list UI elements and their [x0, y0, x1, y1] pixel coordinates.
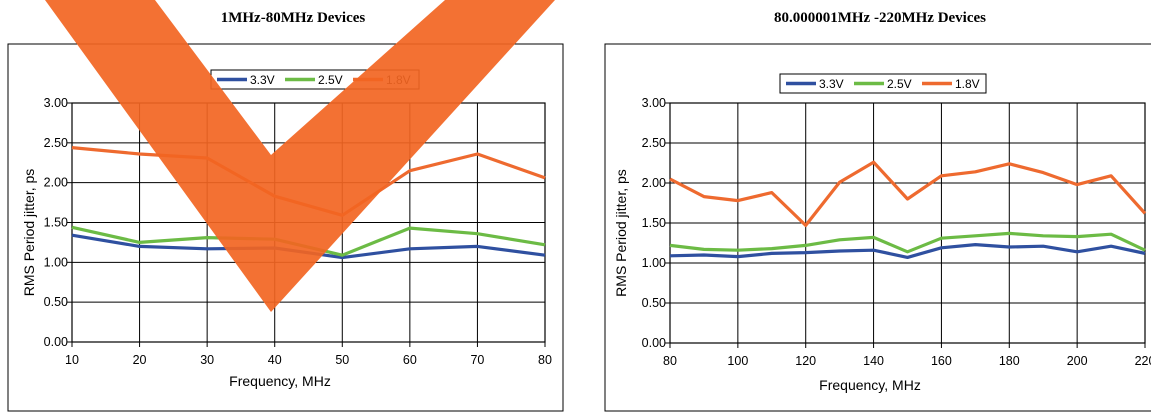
- x-tick-label: 220: [1135, 354, 1151, 368]
- x-tick-label: 80: [538, 353, 552, 367]
- y-tick-label: 1.00: [642, 256, 666, 270]
- chart-2: 0.00 0.50 1.00 1.50 2.00 2.50 3.00 80 100 120 140 1…: [613, 73, 1151, 393]
- x-tick-label: 120: [795, 354, 816, 368]
- x-tick-label: 60: [403, 353, 417, 367]
- y-tick-label: 0.00: [642, 336, 666, 350]
- x-tick-label: 70: [470, 353, 484, 367]
- legend: 3.3V 2.5V 1.8V: [779, 73, 987, 94]
- x-tick-label: 50: [335, 353, 349, 367]
- legend-label: 2.5V: [887, 77, 912, 91]
- y-axis-title: RMS Period jitter, ps: [613, 169, 629, 297]
- y-tick-label: 0.00: [44, 335, 68, 349]
- legend-label: 2.5V: [318, 73, 343, 87]
- x-tick-label: 40: [268, 353, 282, 367]
- y-tick-label: 2.00: [642, 176, 666, 190]
- y-tick-label: 1.50: [642, 216, 666, 230]
- y-tick-label: 0.50: [642, 296, 666, 310]
- orange-check-overlay: [45, 0, 555, 312]
- legend-label: 3.3V: [819, 77, 844, 91]
- y-tick-label: 1.50: [44, 216, 68, 230]
- series-line-1-8V: [669, 160, 1147, 227]
- chart-2-title: 80.000001MHz -220MHz Devices: [774, 10, 986, 26]
- x-tick-label: 180: [999, 354, 1020, 368]
- y-tick-label: 3.00: [642, 96, 666, 110]
- chart-1-title: 1MHz-80MHz Devices: [221, 10, 366, 26]
- legend-label: 3.3V: [250, 73, 275, 87]
- x-axis-title: Frequency, MHz: [819, 377, 921, 393]
- x-tick-label: 10: [65, 353, 79, 367]
- y-tick-label: 2.50: [44, 136, 68, 150]
- x-tick-label: 80: [663, 354, 677, 368]
- y-tick-label: 2.00: [44, 176, 68, 190]
- x-tick-label: 30: [200, 353, 214, 367]
- series-line-2-5V: [669, 231, 1146, 254]
- x-tick-label: 140: [863, 354, 884, 368]
- y-tick-label: 3.00: [44, 96, 68, 110]
- y-axis-title: RMS Period jitter, ps: [21, 169, 37, 297]
- x-tick-label: 200: [1067, 354, 1088, 368]
- x-axis-title: Frequency, MHz: [229, 373, 331, 389]
- series-line-3-3V: [669, 243, 1146, 259]
- legend-label: 1.8V: [955, 77, 980, 91]
- x-tick-label: 100: [727, 354, 748, 368]
- y-tick-label: 2.50: [642, 136, 666, 150]
- y-tick-label: 0.50: [44, 295, 68, 309]
- x-tick-label: 160: [931, 354, 952, 368]
- x-tick-label: 20: [133, 353, 147, 367]
- y-tick-label: 1.00: [44, 255, 68, 269]
